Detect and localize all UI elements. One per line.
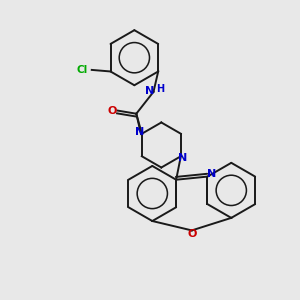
- Text: Cl: Cl: [77, 65, 88, 75]
- Text: N: N: [145, 86, 154, 96]
- Text: N: N: [135, 127, 144, 137]
- Text: N: N: [207, 169, 216, 179]
- Text: H: H: [156, 84, 164, 94]
- Text: O: O: [187, 230, 196, 239]
- Text: O: O: [107, 106, 117, 116]
- Text: N: N: [178, 153, 187, 164]
